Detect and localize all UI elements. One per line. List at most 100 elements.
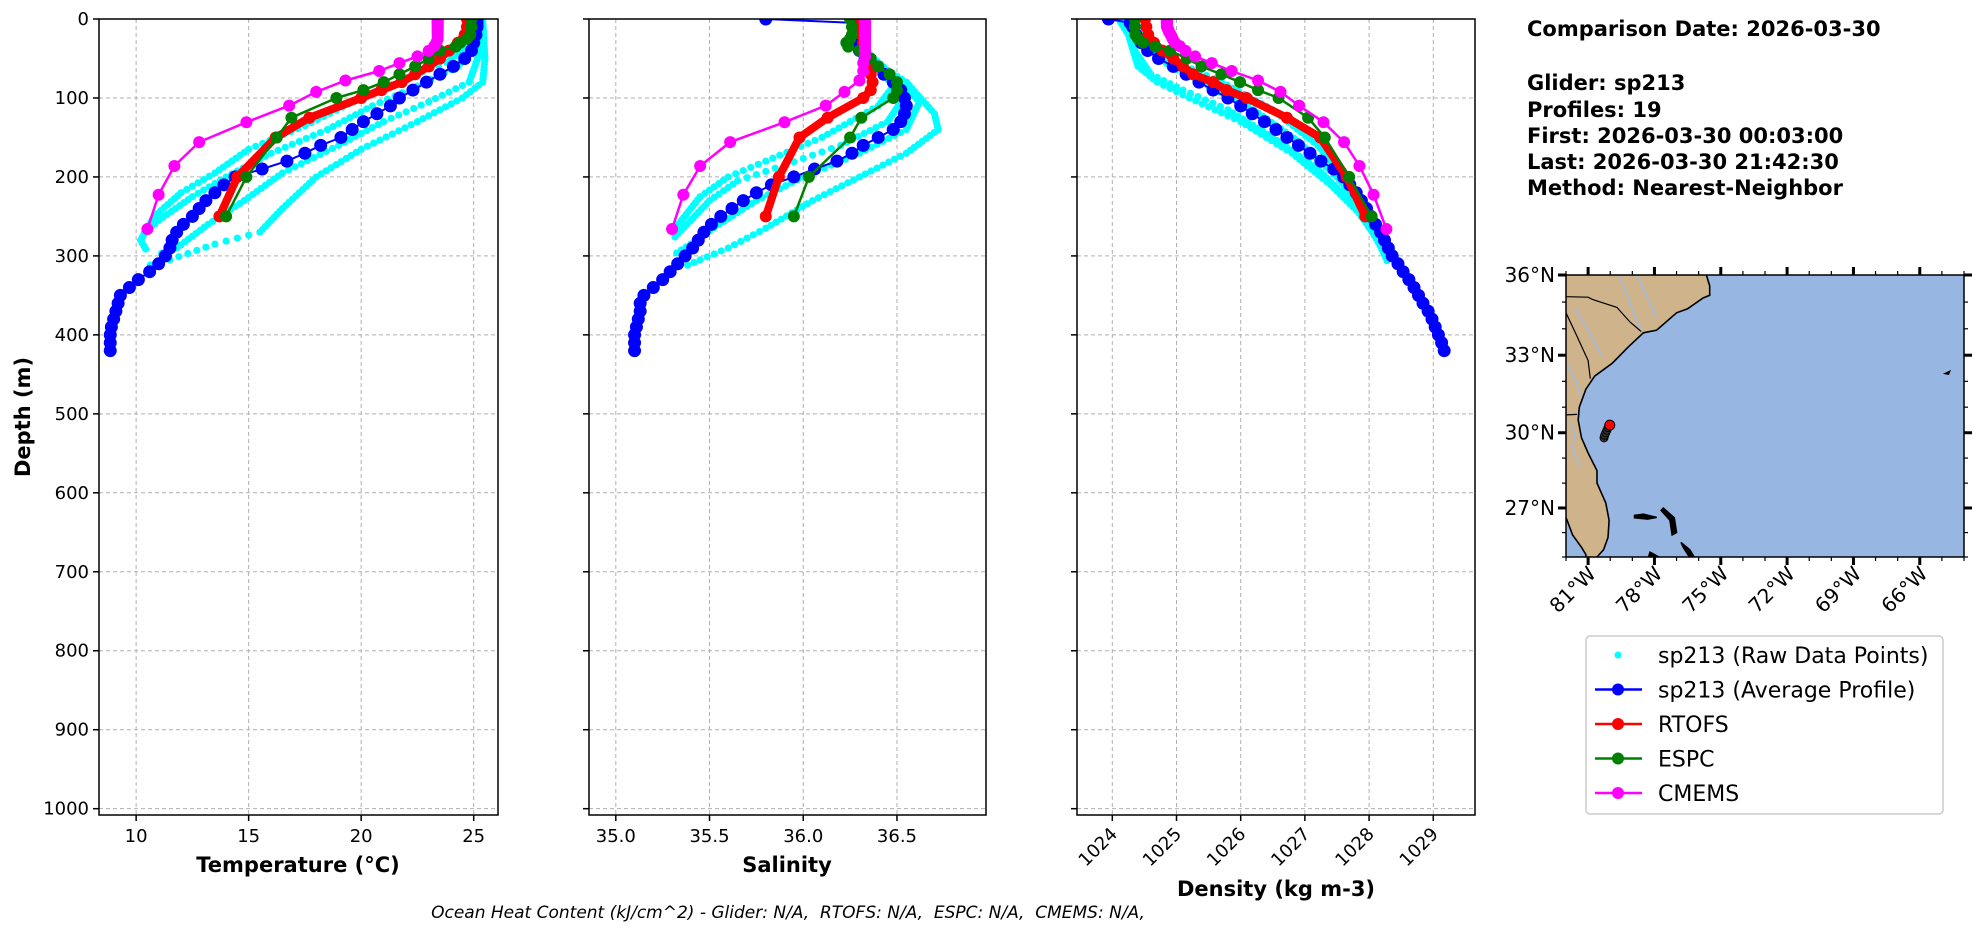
series-marker	[772, 170, 785, 183]
y-tick-label: 600	[55, 483, 89, 504]
series-marker	[1353, 159, 1366, 172]
series-marker	[724, 136, 737, 149]
series-marker	[694, 159, 707, 172]
raw-data-point	[891, 155, 899, 163]
raw-data-point	[717, 247, 725, 255]
raw-data-point	[1201, 96, 1209, 104]
raw-data-point	[896, 152, 905, 160]
raw-data-point	[846, 118, 854, 126]
lon-tick-label: 75°W	[1677, 561, 1733, 617]
raw-data-point	[755, 227, 764, 236]
series-marker	[449, 40, 462, 53]
raw-data-point	[233, 234, 242, 242]
raw-data-point	[690, 258, 698, 267]
series-marker	[419, 75, 433, 89]
legend-entry: RTOFS	[1595, 713, 1729, 738]
series-marker	[830, 154, 844, 168]
x-tick-label: 36.0	[783, 826, 823, 847]
series-marker	[1380, 223, 1393, 236]
temperature-axis-label: Temperature (°C)	[196, 853, 399, 877]
series-marker	[152, 188, 165, 201]
series-marker	[168, 159, 181, 172]
raw-data-point	[357, 108, 365, 116]
series-marker	[1291, 138, 1305, 152]
raw-data-point	[295, 137, 303, 146]
series-marker	[1207, 76, 1220, 89]
raw-data-point	[211, 169, 219, 177]
island	[1660, 506, 1678, 537]
raw-data-point	[335, 120, 343, 128]
series-marker	[103, 344, 117, 358]
cmems-series	[141, 19, 444, 236]
series-marker	[270, 131, 283, 144]
raw-data-point	[368, 102, 377, 110]
series-marker	[334, 130, 348, 144]
raw-data-point	[380, 118, 388, 126]
raw-data-point	[1172, 83, 1181, 91]
raw-data-point	[465, 78, 473, 86]
density-axis-label: Density (kg m-3)	[1177, 877, 1375, 901]
raw-data-point	[873, 164, 881, 172]
x-tick-label: 1024	[1075, 824, 1122, 871]
raw-data-point	[827, 145, 835, 153]
raw-data-point	[696, 256, 704, 264]
x-tick-label: 35.5	[689, 826, 729, 847]
raw-data-point	[1166, 80, 1174, 88]
info-block: Comparison Date: 2026-03-30 Glider: sp21…	[1527, 17, 1881, 200]
raw-data-point	[771, 164, 779, 172]
river	[1618, 275, 1642, 331]
temperature-panel: 10 15 20 25 0 100 200 300 400 500 600 700 800 900 1000	[43, 9, 499, 847]
series-marker	[842, 40, 855, 53]
raw-data-point	[357, 129, 365, 138]
series-marker	[1318, 131, 1331, 144]
series-marker	[185, 209, 199, 223]
raw-data-point	[850, 176, 858, 184]
series-marker	[1234, 76, 1247, 89]
series-marker	[1220, 84, 1233, 97]
raw-data-point	[1194, 93, 1202, 101]
x-tick-label: 1025	[1139, 824, 1186, 871]
raw-data-point	[902, 149, 910, 157]
legend-entry: ESPC	[1595, 748, 1715, 773]
series-marker	[1189, 50, 1202, 63]
series-marker	[778, 116, 791, 129]
raw-data-point	[340, 117, 348, 125]
lon-tick-label: 66°W	[1876, 561, 1932, 617]
raw-data-point	[767, 221, 775, 229]
series-marker	[1245, 107, 1259, 121]
legend-label: CMEMS	[1658, 782, 1739, 807]
legend-dot-icon	[1614, 651, 1622, 659]
raw-data-point	[754, 160, 762, 168]
series-marker	[406, 83, 420, 97]
raw-data-point	[1179, 86, 1187, 94]
raw-data-point	[1216, 102, 1224, 111]
series-marker	[220, 210, 233, 223]
series-marker	[787, 170, 801, 184]
raw-data-point	[387, 114, 395, 122]
series-marker	[821, 111, 834, 124]
legend: sp213 (Raw Data Points) sp213 (Average Pr…	[1585, 635, 1944, 815]
raw-data-point	[142, 245, 150, 253]
raw-data-point	[211, 179, 219, 188]
series-marker	[714, 209, 728, 223]
series-marker	[871, 130, 885, 144]
raw-data-point	[328, 144, 337, 153]
river	[1569, 422, 1582, 469]
series-marker	[411, 50, 424, 63]
raw-data-point	[732, 170, 740, 178]
legend-frame	[1585, 635, 1944, 815]
series-marker	[370, 107, 384, 121]
raw-data-point	[183, 185, 191, 194]
series-marker	[392, 91, 406, 105]
raw-data-point	[835, 124, 843, 132]
raw-data-point	[1209, 99, 1217, 107]
series-marker	[736, 194, 750, 208]
series-line	[1108, 19, 1446, 352]
sp213-average-profile-series	[1101, 19, 1451, 358]
series-marker	[1257, 115, 1271, 129]
series-marker	[857, 91, 870, 104]
river	[1574, 307, 1603, 356]
series-marker	[759, 19, 773, 26]
raw-data-point	[747, 163, 755, 172]
series-marker	[872, 60, 885, 73]
